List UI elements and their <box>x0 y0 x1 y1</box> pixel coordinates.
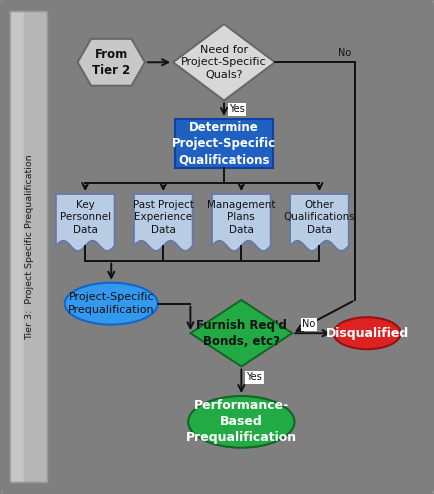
Text: Performance-
Based
Prequalification: Performance- Based Prequalification <box>185 399 296 445</box>
FancyBboxPatch shape <box>175 119 272 168</box>
Text: Other
Qualifications
Data: Other Qualifications Data <box>283 200 355 235</box>
Polygon shape <box>78 39 145 85</box>
Text: Yes: Yes <box>246 372 262 382</box>
Text: From
Tier 2: From Tier 2 <box>92 48 130 77</box>
Ellipse shape <box>65 283 158 325</box>
Text: Yes: Yes <box>229 104 244 114</box>
Text: No: No <box>337 48 350 58</box>
Ellipse shape <box>188 396 294 448</box>
Polygon shape <box>173 24 274 100</box>
Text: Need for
Project-Specific
Quals?: Need for Project-Specific Quals? <box>181 45 266 80</box>
Text: No: No <box>302 319 315 329</box>
Polygon shape <box>289 194 348 251</box>
Text: Tier 3:  Project Specific Prequalification: Tier 3: Project Specific Prequalificatio… <box>25 154 34 340</box>
Polygon shape <box>56 194 114 251</box>
Polygon shape <box>212 194 270 251</box>
Text: Determine
Project-Specific
Qualifications: Determine Project-Specific Qualification… <box>171 121 276 166</box>
Text: Key
Personnel
Data: Key Personnel Data <box>59 200 111 235</box>
Polygon shape <box>190 300 292 367</box>
Text: Project-Specific
Prequalification: Project-Specific Prequalification <box>68 292 154 315</box>
FancyBboxPatch shape <box>10 11 47 483</box>
Ellipse shape <box>333 317 400 349</box>
Text: Disqualified: Disqualified <box>325 327 408 340</box>
Text: Management
Plans
Data: Management Plans Data <box>207 200 275 235</box>
Text: Past Project
Experience
Data: Past Project Experience Data <box>132 200 193 235</box>
FancyBboxPatch shape <box>10 11 23 483</box>
Polygon shape <box>134 194 192 251</box>
Text: Furnish Req'd
Bonds, etc?: Furnish Req'd Bonds, etc? <box>195 319 286 348</box>
